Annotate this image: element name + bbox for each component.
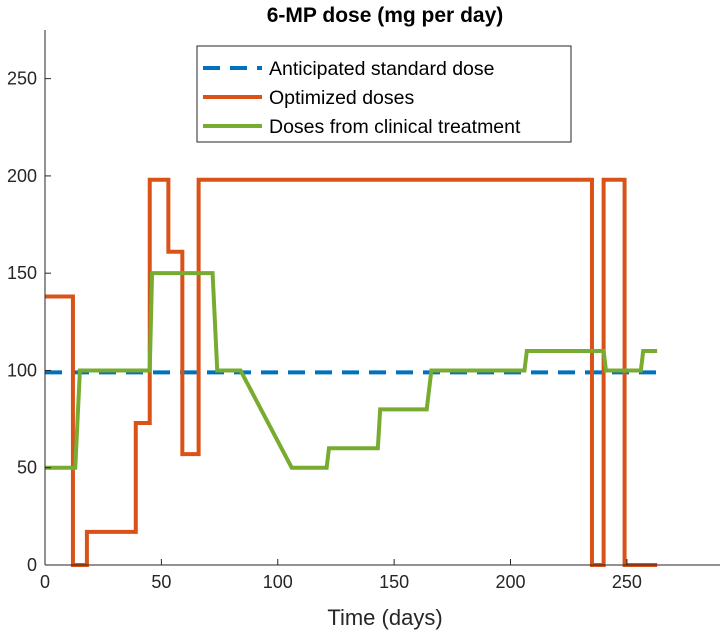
x-tick-label: 150 [379, 572, 409, 592]
legend-label-2: Optimized doses [269, 87, 414, 109]
chart-title: 6-MP dose (mg per day) [267, 4, 504, 27]
y-tick-label: 150 [7, 263, 37, 283]
x-tick-label: 250 [612, 572, 642, 592]
legend-label-1: Anticipated standard dose [269, 58, 495, 80]
x-tick-label: 0 [40, 572, 50, 592]
x-tick-label: 50 [151, 572, 171, 592]
legend: Anticipated standard dose Optimized doses… [196, 45, 572, 143]
series-line-2 [45, 177, 658, 567]
x-axis: 0 50 100 150 200 250 [40, 559, 720, 592]
x-tick-label: 200 [495, 572, 525, 592]
legend-label-3: Doses from clinical treatment [269, 116, 521, 138]
x-tick-label: 100 [263, 572, 293, 592]
y-tick-label: 50 [17, 458, 37, 478]
y-tick-label: 250 [7, 69, 37, 89]
plot-area [45, 177, 658, 567]
y-tick-label: 100 [7, 360, 37, 380]
x-axis-title: Time (days) [327, 605, 442, 630]
y-tick-label: 200 [7, 166, 37, 186]
series-line-3 [45, 271, 658, 470]
y-axis: 0 50 100 150 200 250 [7, 30, 51, 575]
y-tick-label: 0 [27, 555, 37, 575]
